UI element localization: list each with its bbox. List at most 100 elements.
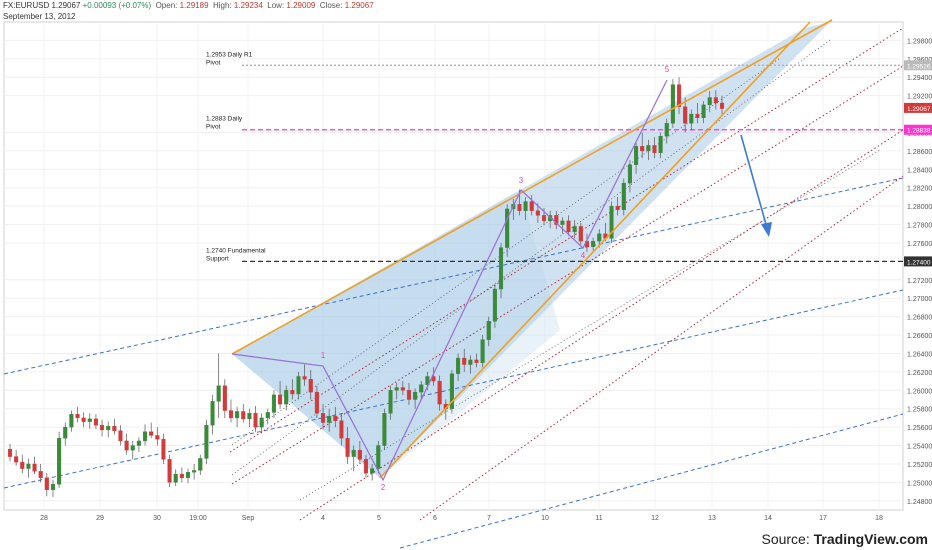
candle-body bbox=[87, 418, 92, 422]
y-tick-label: 1.25800 bbox=[907, 407, 932, 414]
candle-body bbox=[498, 247, 504, 290]
x-tick-label: 7 bbox=[487, 515, 491, 522]
candle-body bbox=[161, 438, 166, 460]
candle-body bbox=[719, 102, 725, 109]
candle-body bbox=[57, 437, 62, 485]
candle-body bbox=[14, 456, 19, 463]
y-tick-label: 1.25200 bbox=[907, 462, 932, 469]
candle-body bbox=[149, 431, 154, 436]
source-credit: Source: TradingView.com bbox=[761, 531, 928, 547]
candle-body bbox=[222, 385, 227, 411]
candle-body bbox=[695, 113, 700, 118]
candle-body bbox=[548, 215, 553, 222]
x-tick-label: 6 bbox=[433, 515, 437, 522]
candle-body bbox=[20, 461, 25, 469]
y-tick-label: 1.26200 bbox=[907, 370, 932, 377]
chart-date: September 13, 2012 bbox=[3, 12, 76, 21]
candle-body bbox=[228, 410, 234, 419]
y-tick-label: 1.27000 bbox=[907, 296, 932, 303]
candle-body bbox=[26, 463, 31, 469]
y-tick-label: 1.28400 bbox=[907, 167, 932, 174]
y-tick-label: 1.26600 bbox=[907, 333, 932, 340]
candle-body bbox=[345, 437, 350, 457]
candle-body bbox=[701, 104, 706, 118]
candle-body bbox=[566, 220, 571, 233]
red-channel-line bbox=[419, 175, 904, 521]
high-value: 1.29234 bbox=[233, 1, 263, 10]
chart-header: FX:EURUSD 1.29067 +0.00093 (+0.07%) Open… bbox=[3, 0, 374, 22]
candle-body bbox=[357, 449, 362, 460]
last-price-badge bbox=[904, 102, 932, 113]
change-value: +0.00093 (+0.07%) bbox=[82, 1, 152, 10]
candle-body bbox=[627, 164, 632, 184]
candle-body bbox=[179, 473, 184, 478]
candle-body bbox=[198, 458, 203, 471]
candle-body bbox=[265, 412, 270, 419]
symbol-label[interactable]: FX:EURUSD bbox=[3, 1, 50, 10]
level-label: 1.2883 Daily bbox=[206, 116, 243, 123]
level-badge bbox=[904, 124, 932, 135]
level-badge-text: 1.29526 bbox=[907, 63, 931, 70]
y-tick-label: 1.27600 bbox=[907, 241, 932, 248]
fan-line bbox=[299, 149, 881, 501]
wave-label: 2 bbox=[381, 483, 386, 492]
candle-body bbox=[517, 204, 522, 211]
blue-channel-line bbox=[399, 413, 904, 549]
candle-body bbox=[492, 288, 497, 322]
candle-body bbox=[597, 233, 602, 242]
y-tick-label: 1.27800 bbox=[907, 223, 932, 230]
candle-body bbox=[634, 146, 639, 165]
candle-body bbox=[683, 106, 688, 124]
candle-body bbox=[118, 430, 123, 442]
candle-body bbox=[192, 470, 197, 473]
candle-body bbox=[707, 97, 712, 106]
candle-body bbox=[136, 440, 141, 446]
blue-channel-line bbox=[3, 177, 904, 375]
candle-body bbox=[241, 411, 246, 420]
candle-body bbox=[449, 373, 454, 409]
source-name[interactable]: TradingView.com bbox=[813, 531, 928, 547]
candle-body bbox=[591, 240, 596, 247]
candle-body bbox=[486, 321, 491, 340]
candle-body bbox=[302, 376, 307, 380]
close-label: Close: bbox=[319, 1, 343, 10]
candle-body bbox=[419, 384, 424, 393]
y-tick-label: 1.29800 bbox=[907, 38, 932, 45]
candle-body bbox=[63, 426, 68, 439]
candle-body bbox=[652, 145, 657, 153]
price-value: 1.29067 bbox=[51, 1, 81, 10]
candle-body bbox=[32, 463, 37, 472]
candle-body bbox=[468, 359, 473, 365]
candle-body bbox=[351, 449, 356, 457]
candle-body bbox=[615, 205, 620, 211]
candle-body bbox=[308, 379, 313, 393]
candle-body bbox=[376, 445, 381, 469]
candle-body bbox=[621, 182, 626, 211]
candle-body bbox=[339, 420, 344, 439]
candle-body bbox=[44, 477, 49, 490]
candle-body bbox=[541, 215, 547, 222]
candle-body bbox=[713, 97, 718, 104]
candle-body bbox=[235, 411, 240, 419]
candle-body bbox=[100, 425, 105, 431]
level-label: Support bbox=[206, 255, 229, 262]
wave-label: 5 bbox=[665, 65, 670, 74]
candle-body bbox=[314, 391, 319, 414]
candle-body bbox=[247, 413, 252, 420]
level-badge-text: 1.28838 bbox=[907, 128, 931, 135]
candle-body bbox=[124, 440, 129, 451]
elliott-wave-line bbox=[231, 79, 668, 482]
wedge-shade bbox=[232, 190, 560, 478]
y-tick-label: 1.25600 bbox=[907, 425, 932, 432]
close-value: 1.29067 bbox=[344, 1, 374, 10]
y-tick-label: 1.25400 bbox=[907, 444, 932, 451]
candle-body bbox=[106, 426, 111, 431]
level-label: Pivot bbox=[206, 124, 221, 131]
x-tick-label: Sep bbox=[242, 515, 255, 522]
candle-body bbox=[142, 431, 148, 442]
candle-body bbox=[290, 390, 295, 395]
wedge-lower-line bbox=[379, 21, 811, 479]
candle-body bbox=[480, 339, 485, 363]
candle-body bbox=[413, 391, 418, 400]
